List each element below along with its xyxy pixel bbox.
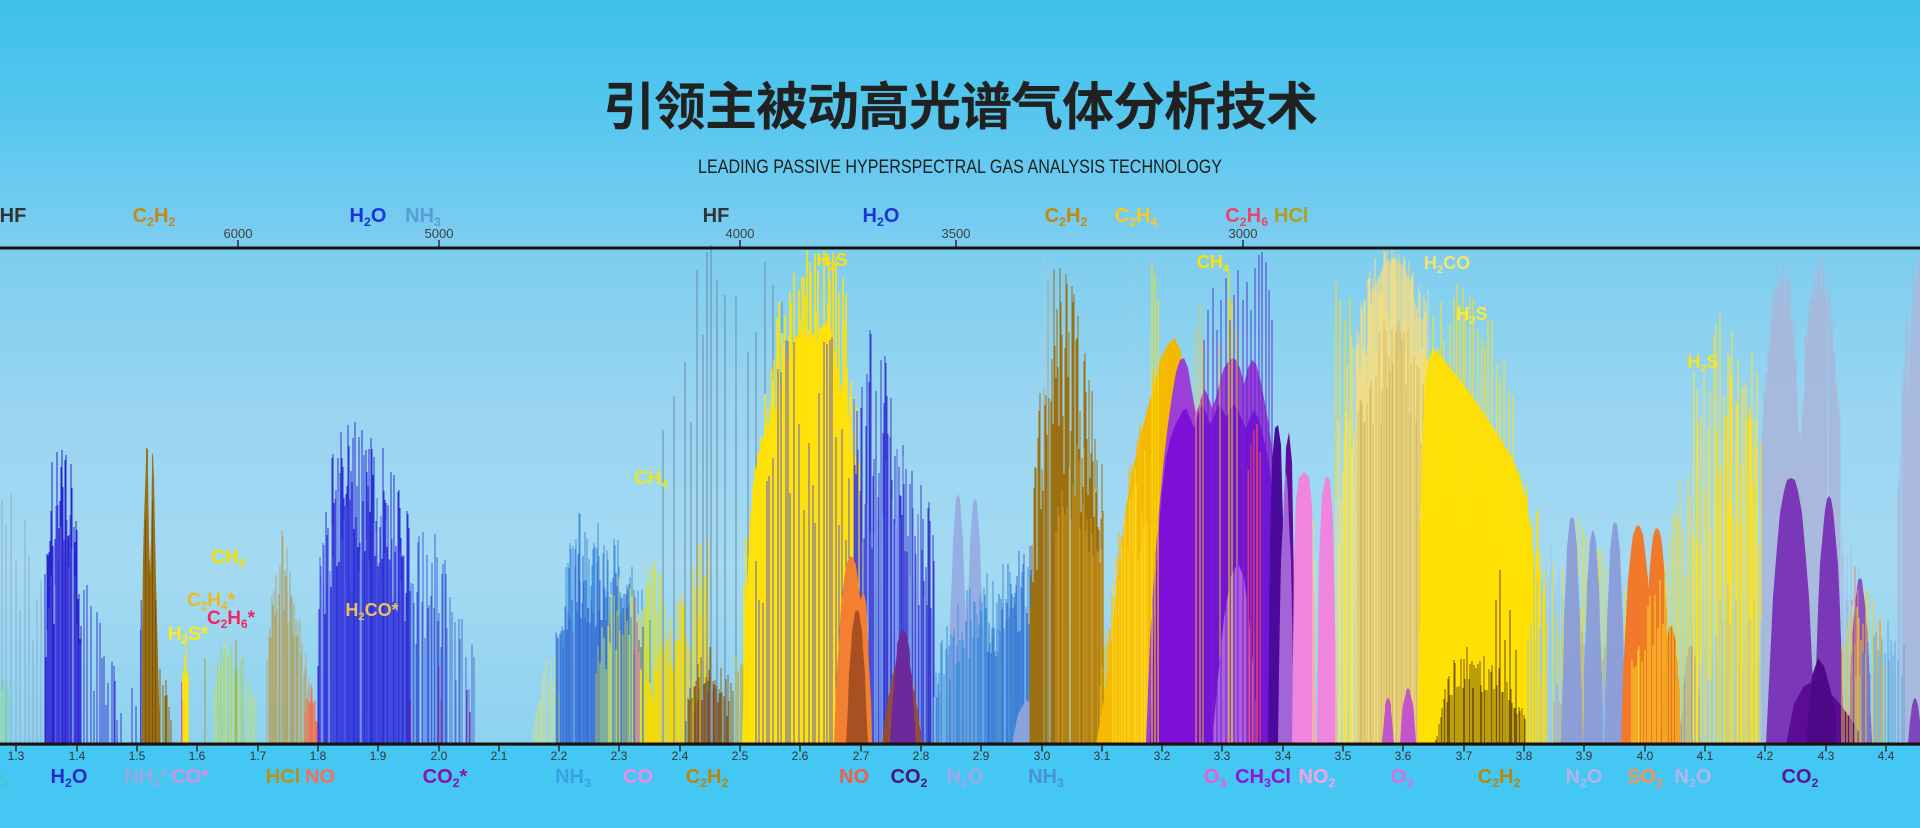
svg-text:2.0: 2.0 bbox=[431, 749, 448, 763]
svg-text:1.3: 1.3 bbox=[8, 749, 25, 763]
svg-text:4.4: 4.4 bbox=[1878, 749, 1895, 763]
svg-text:NH3​*: NH3​* bbox=[124, 766, 168, 790]
svg-text:LEADING PASSIVE HYPERSPECTRAL: LEADING PASSIVE HYPERSPECTRAL GAS ANALYS… bbox=[698, 156, 1222, 178]
svg-text:3.1: 3.1 bbox=[1094, 749, 1111, 763]
svg-text:1.8: 1.8 bbox=[310, 749, 327, 763]
svg-text:4.3: 4.3 bbox=[1818, 749, 1835, 763]
svg-text:1.7: 1.7 bbox=[250, 749, 267, 763]
svg-text:CO*: CO* bbox=[171, 766, 209, 788]
svg-text:1.4: 1.4 bbox=[69, 749, 86, 763]
svg-text:1.6: 1.6 bbox=[189, 749, 206, 763]
svg-text:C2​H6​: C2​H6​ bbox=[1225, 205, 1268, 229]
svg-text:3.7: 3.7 bbox=[1456, 749, 1473, 763]
svg-text:HF: HF bbox=[703, 205, 730, 227]
svg-text:3.2: 3.2 bbox=[1154, 749, 1171, 763]
svg-text:2.5: 2.5 bbox=[732, 749, 749, 763]
svg-text:2.8: 2.8 bbox=[913, 749, 930, 763]
svg-text:3.4: 3.4 bbox=[1275, 749, 1292, 763]
svg-text:2.3: 2.3 bbox=[611, 749, 628, 763]
svg-text:H2​S: H2​S bbox=[816, 250, 847, 273]
svg-text:2.2: 2.2 bbox=[551, 749, 568, 763]
svg-text:NO: NO bbox=[839, 766, 869, 788]
svg-text:H2​S: H2​S bbox=[1456, 304, 1487, 327]
svg-text:NO: NO bbox=[305, 766, 335, 788]
svg-text:HCl: HCl bbox=[266, 766, 300, 788]
svg-text:H2​S: H2​S bbox=[1687, 352, 1718, 375]
svg-text:C2​H2​: C2​H2​ bbox=[686, 766, 729, 790]
svg-text:3.6: 3.6 bbox=[1395, 749, 1412, 763]
svg-text:HF: HF bbox=[0, 205, 26, 227]
svg-text:CO: CO bbox=[623, 766, 653, 788]
svg-text:3.8: 3.8 bbox=[1516, 749, 1533, 763]
svg-text:CH4​: CH4​ bbox=[1197, 252, 1230, 275]
svg-text:3500: 3500 bbox=[942, 226, 971, 241]
svg-text:O2​: O2​ bbox=[0, 766, 9, 790]
svg-text:3.9: 3.9 bbox=[1576, 749, 1593, 763]
svg-text:2.7: 2.7 bbox=[853, 749, 870, 763]
svg-text:1.9: 1.9 bbox=[370, 749, 387, 763]
svg-text:3.5: 3.5 bbox=[1335, 749, 1352, 763]
svg-text:2.4: 2.4 bbox=[672, 749, 689, 763]
svg-text:4000: 4000 bbox=[726, 226, 755, 241]
svg-text:5000: 5000 bbox=[425, 226, 454, 241]
svg-text:C2​H2​: C2​H2​ bbox=[1045, 205, 1088, 229]
svg-text:4.2: 4.2 bbox=[1757, 749, 1774, 763]
svg-text:6000: 6000 bbox=[224, 226, 253, 241]
svg-text:C2​H6​*: C2​H6​* bbox=[207, 608, 256, 631]
svg-text:H2​CO: H2​CO bbox=[1424, 253, 1470, 276]
svg-text:CH4​: CH4​ bbox=[211, 547, 245, 570]
svg-text:CO2​: CO2​ bbox=[891, 766, 928, 790]
svg-text:4.0: 4.0 bbox=[1637, 749, 1654, 763]
svg-text:C2​H4​: C2​H4​ bbox=[1115, 205, 1158, 229]
svg-text:C2​H2​: C2​H2​ bbox=[1478, 766, 1521, 790]
svg-text:3000: 3000 bbox=[1229, 226, 1258, 241]
svg-text:2.9: 2.9 bbox=[973, 749, 990, 763]
svg-text:CH3​Cl: CH3​Cl bbox=[1235, 766, 1291, 790]
svg-text:3.3: 3.3 bbox=[1214, 749, 1231, 763]
svg-text:2.6: 2.6 bbox=[792, 749, 809, 763]
svg-text:1.5: 1.5 bbox=[129, 749, 146, 763]
svg-text:C2​H2​: C2​H2​ bbox=[133, 205, 176, 229]
svg-text:4.1: 4.1 bbox=[1697, 749, 1714, 763]
svg-text:H2​S*: H2​S* bbox=[168, 624, 209, 647]
svg-text:H2​O: H2​O bbox=[350, 205, 387, 229]
svg-text:3.0: 3.0 bbox=[1034, 749, 1051, 763]
svg-text:2.1: 2.1 bbox=[491, 749, 508, 763]
svg-text:CO2​*: CO2​* bbox=[423, 766, 468, 790]
svg-text:CH4​: CH4​ bbox=[634, 468, 668, 491]
svg-text:H2​CO*: H2​CO* bbox=[345, 600, 398, 623]
svg-text:HCl: HCl bbox=[1274, 205, 1308, 227]
